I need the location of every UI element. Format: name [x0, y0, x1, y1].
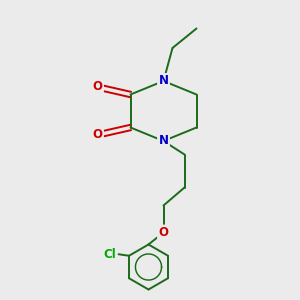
Text: O: O	[158, 226, 169, 239]
Text: O: O	[92, 128, 103, 142]
Text: O: O	[92, 80, 103, 94]
Text: N: N	[158, 134, 169, 148]
Text: N: N	[158, 74, 169, 88]
Text: Cl: Cl	[103, 248, 116, 261]
